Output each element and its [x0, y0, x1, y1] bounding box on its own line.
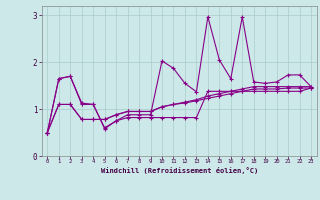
X-axis label: Windchill (Refroidissement éolien,°C): Windchill (Refroidissement éolien,°C)	[100, 167, 258, 174]
